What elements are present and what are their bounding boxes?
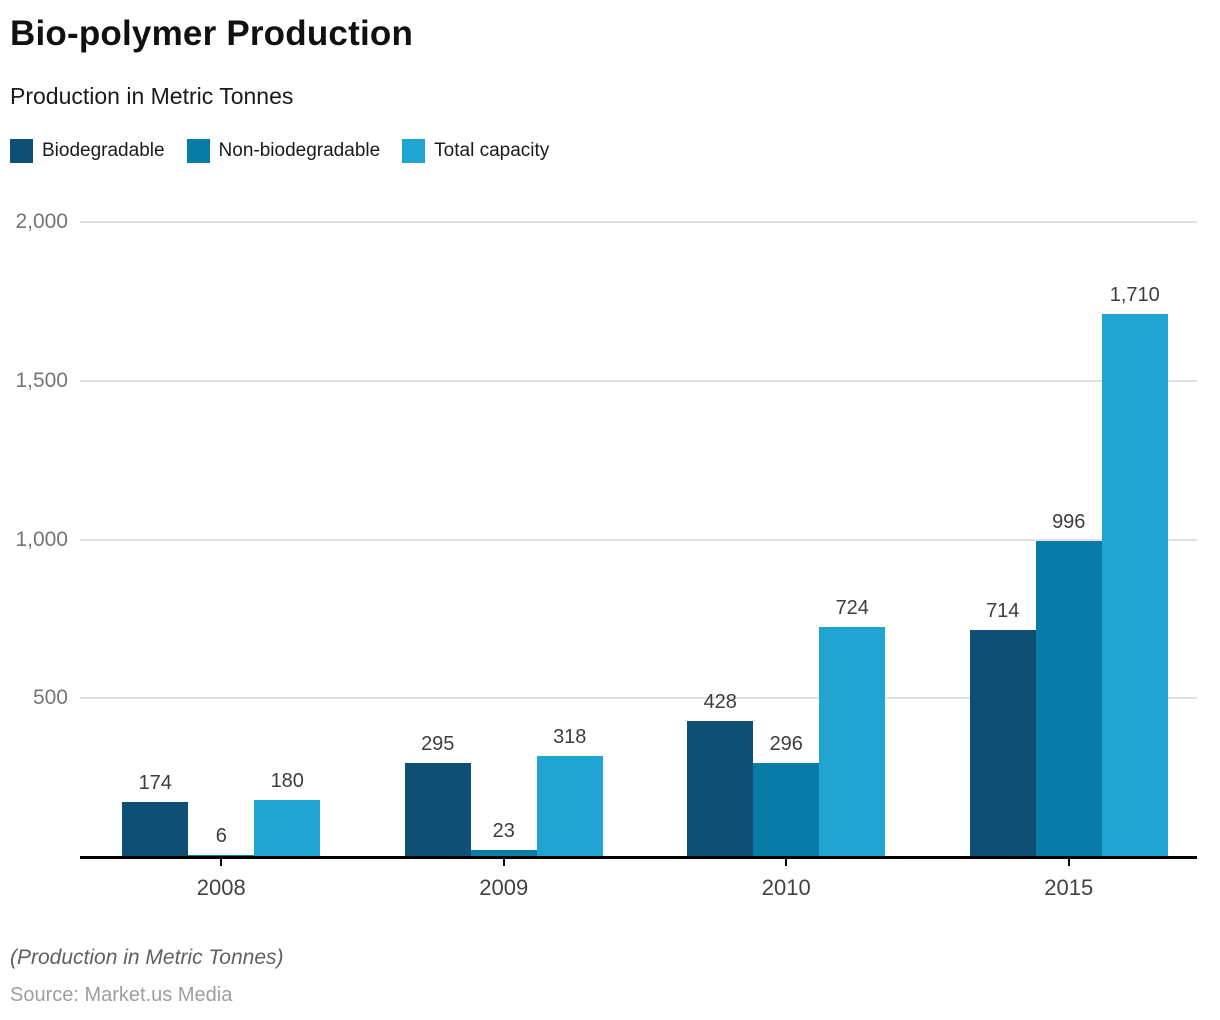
bar-2008-biodegradable — [122, 801, 189, 857]
bar-2015-biodegradable — [969, 630, 1036, 857]
x-axis-tick — [1067, 858, 1070, 866]
legend-item-label: Total capacity — [434, 140, 550, 161]
bar-value-label: 714 — [986, 600, 1020, 623]
y-axis-tick-label: 1,000 — [15, 527, 68, 551]
bar-2015-non-biodegradable — [1035, 540, 1102, 857]
legend-swatch-icon — [402, 139, 426, 163]
legend-item-0: Biodegradable — [10, 139, 165, 163]
x-axis-line — [80, 856, 1197, 859]
legend: Biodegradable Non-biodegradable Total capa… — [10, 139, 549, 163]
bar-2009-total-capacity — [536, 756, 603, 857]
bar-value-label: 318 — [553, 726, 587, 749]
bar-2010-biodegradable — [687, 721, 754, 857]
legend-item-2: Total capacity — [402, 139, 549, 163]
chart-subtitle: Production in Metric Tonnes — [10, 83, 294, 109]
x-axis-category-label: 2010 — [761, 875, 811, 900]
x-axis-category-label: 2008 — [196, 875, 246, 900]
bar-value-label: 295 — [421, 733, 455, 756]
gridline-2000 — [80, 221, 1197, 223]
legend-swatch-icon — [10, 139, 33, 163]
gridline-500 — [80, 697, 1197, 700]
y-axis-tick-label: 500 — [32, 686, 68, 710]
footer-note: (Production in Metric Tonnes) — [10, 946, 284, 969]
legend-item-label: Non-biodegradable — [218, 140, 381, 161]
chart-title: Bio-polymer Production — [10, 14, 414, 53]
bar-value-label: 296 — [769, 733, 803, 756]
bar-value-label: 6 — [215, 825, 227, 847]
bar-value-label: 1,710 — [1109, 284, 1160, 307]
legend-item-label: Biodegradable — [42, 140, 165, 161]
bar-2009-biodegradable — [404, 763, 471, 857]
bar-2010-non-biodegradable — [753, 763, 820, 857]
x-axis-tick — [220, 858, 223, 866]
legend-swatch-icon — [186, 139, 210, 163]
bar-2009-non-biodegradable — [470, 849, 537, 857]
y-axis-tick-label: 2,000 — [15, 210, 68, 233]
bar-value-label: 996 — [1052, 510, 1086, 533]
source-credit: Source: Market.us Media — [10, 984, 233, 1006]
x-axis-tick — [785, 858, 788, 866]
x-axis-tick — [502, 858, 505, 866]
bar-value-label: 180 — [270, 769, 304, 792]
bar-value-label: 428 — [703, 691, 737, 714]
y-axis-tick-label: 1,500 — [15, 368, 68, 392]
bar-value-label: 174 — [138, 771, 172, 794]
bar-2008-total-capacity — [254, 799, 321, 857]
x-axis-category-label: 2009 — [479, 875, 529, 900]
bar-2010-total-capacity — [819, 627, 886, 857]
x-axis-category-label: 2015 — [1044, 875, 1094, 900]
bar-value-label: 724 — [835, 597, 869, 620]
gridline-1000 — [80, 538, 1197, 541]
bar-value-label: 23 — [492, 819, 515, 842]
legend-item-1: Non-biodegradable — [186, 139, 381, 163]
gridline-1500 — [80, 379, 1197, 382]
bar-2015-total-capacity — [1101, 314, 1168, 857]
